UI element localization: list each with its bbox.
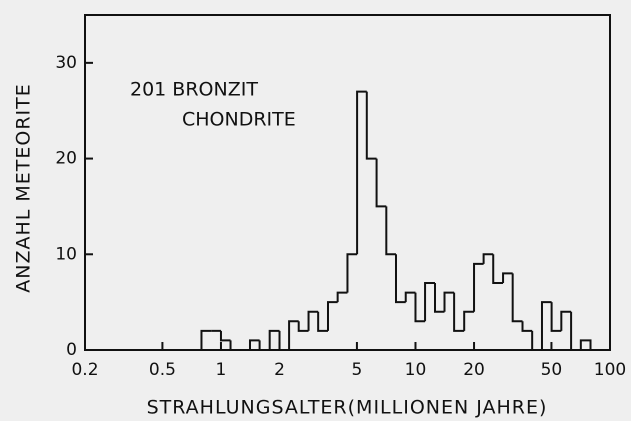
histogram-step: [560, 310, 572, 331]
histogram-step: [511, 273, 523, 323]
histogram-step: [346, 253, 358, 293]
histogram-step: [268, 329, 280, 350]
histogram-step: [278, 330, 290, 351]
annotation: CHONDRITE: [182, 109, 296, 131]
y-tick-label: 20: [55, 149, 77, 169]
histogram-step: [326, 301, 338, 331]
histogram-step: [317, 311, 328, 332]
histogram-step: [248, 339, 260, 350]
histogram-step: [531, 330, 542, 351]
histogram-step: [492, 254, 504, 284]
y-axis-label: ANZAHL METEORITE: [13, 83, 35, 293]
histogram-step: [307, 310, 319, 331]
x-tick-label: 100: [594, 360, 626, 380]
histogram-step: [521, 321, 533, 332]
y-tick-label: 0: [66, 340, 77, 360]
x-tick-label: 5: [352, 360, 363, 380]
histogram-step: [219, 330, 231, 342]
histogram-step: [414, 292, 426, 323]
x-tick-label: 2: [274, 360, 285, 380]
histogram-step: [394, 254, 406, 304]
x-tick-label: 20: [463, 360, 485, 380]
x-tick-label: 1: [216, 360, 227, 380]
x-axis-label: STRAHLUNGSALTER(MILLIONEN JAHRE): [147, 397, 548, 419]
y-tick-label: 10: [55, 244, 77, 264]
histogram-step: [404, 291, 416, 303]
x-tick-label: 0.5: [149, 360, 176, 380]
x-tick-label: 50: [541, 360, 563, 380]
histogram-step: [258, 340, 270, 351]
histogram-step: [297, 321, 309, 332]
histogram-step: [570, 311, 581, 351]
histogram-step: [482, 253, 494, 264]
histogram-step: [453, 292, 465, 332]
x-tick-label: 0.2: [71, 360, 98, 380]
histogram-step: [375, 158, 387, 208]
histogram-step: [288, 320, 299, 350]
histogram-step: [200, 329, 212, 350]
histogram-step: [336, 291, 348, 303]
histogram-step: [579, 339, 592, 350]
histogram-step: [385, 206, 396, 256]
y-tick-label: 30: [55, 53, 77, 73]
histogram-step: [550, 302, 562, 332]
histogram-step: [434, 283, 445, 313]
histogram-step: [356, 90, 367, 255]
histogram-step: [229, 340, 241, 351]
histogram-step: [365, 91, 377, 160]
histogram-step: [502, 272, 513, 283]
histogram-step: [540, 301, 552, 350]
x-tick-label: 10: [405, 360, 427, 380]
histogram-step: [473, 262, 484, 312]
histogram-step: [424, 282, 436, 322]
histogram-step: [443, 291, 455, 312]
plot-frame: [84, 14, 611, 351]
histogram-step: [463, 310, 475, 331]
annotation: 201 BRONZIT: [130, 79, 258, 101]
